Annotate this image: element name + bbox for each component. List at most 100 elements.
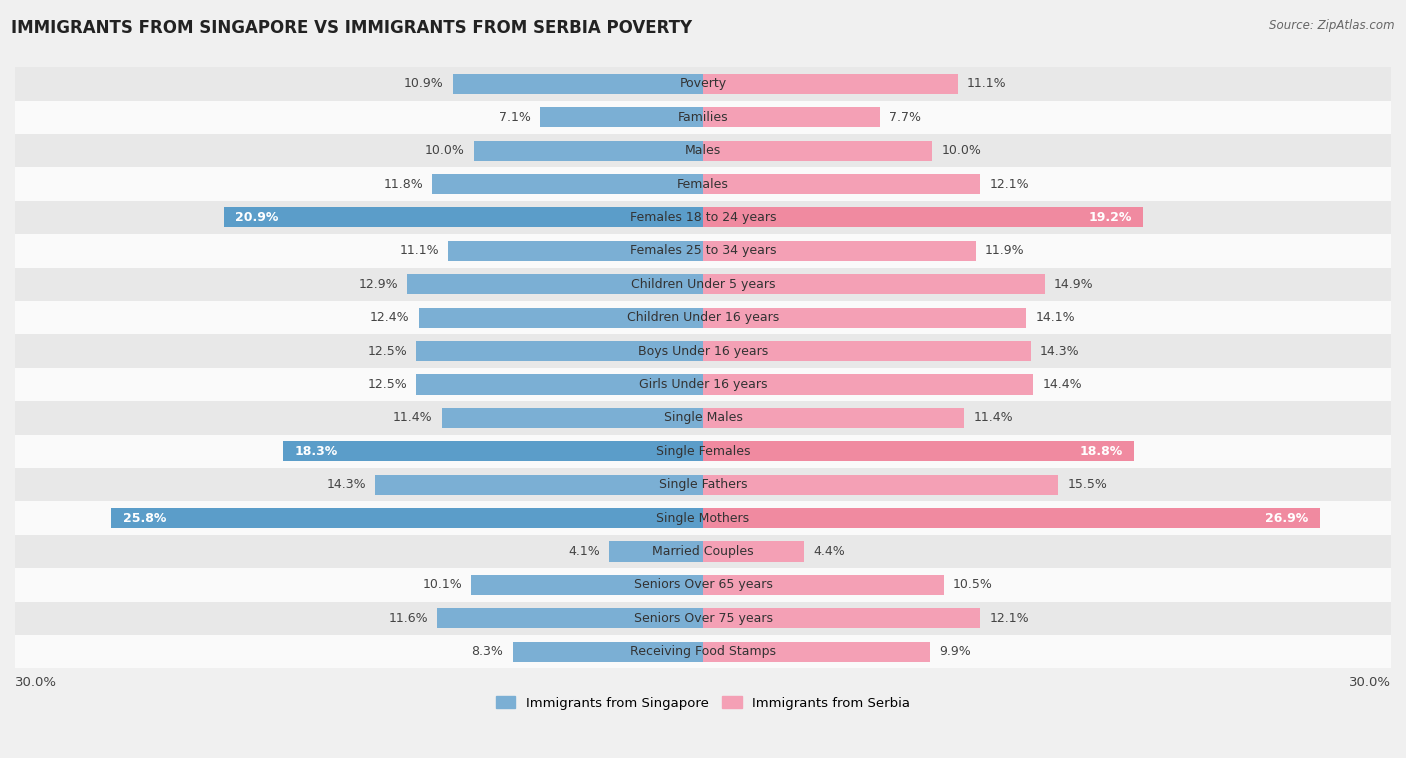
Text: Married Couples: Married Couples [652, 545, 754, 558]
Bar [703, 608, 980, 628]
Text: 11.1%: 11.1% [399, 244, 439, 258]
Text: Females 25 to 34 years: Females 25 to 34 years [630, 244, 776, 258]
Legend: Immigrants from Singapore, Immigrants from Serbia: Immigrants from Singapore, Immigrants fr… [491, 691, 915, 715]
Bar [15, 168, 1391, 201]
Bar [433, 174, 703, 194]
Bar [703, 441, 1135, 462]
Text: 12.9%: 12.9% [359, 277, 398, 291]
Text: Children Under 5 years: Children Under 5 years [631, 277, 775, 291]
Bar [15, 334, 1391, 368]
Text: 11.4%: 11.4% [973, 412, 1014, 424]
Text: 12.4%: 12.4% [370, 312, 409, 324]
Bar [15, 234, 1391, 268]
Text: 7.7%: 7.7% [889, 111, 921, 124]
Text: 8.3%: 8.3% [471, 645, 503, 658]
Bar [703, 408, 965, 428]
Bar [609, 541, 703, 562]
Text: 14.3%: 14.3% [326, 478, 366, 491]
Text: 19.2%: 19.2% [1088, 211, 1132, 224]
Bar [703, 308, 1026, 327]
Bar [15, 468, 1391, 501]
Text: Males: Males [685, 144, 721, 157]
Text: 18.8%: 18.8% [1080, 445, 1122, 458]
Text: 10.1%: 10.1% [422, 578, 463, 591]
Text: Females 18 to 24 years: Females 18 to 24 years [630, 211, 776, 224]
Bar [111, 508, 703, 528]
Text: Single Males: Single Males [664, 412, 742, 424]
Text: 12.1%: 12.1% [990, 177, 1029, 190]
Text: 26.9%: 26.9% [1265, 512, 1309, 525]
Bar [416, 374, 703, 394]
Text: 15.5%: 15.5% [1067, 478, 1108, 491]
Text: 14.9%: 14.9% [1054, 277, 1094, 291]
Bar [453, 74, 703, 94]
Text: Girls Under 16 years: Girls Under 16 years [638, 378, 768, 391]
Bar [15, 134, 1391, 168]
Text: Seniors Over 65 years: Seniors Over 65 years [634, 578, 772, 591]
Bar [15, 368, 1391, 401]
Text: 11.9%: 11.9% [986, 244, 1025, 258]
Text: 11.4%: 11.4% [392, 412, 433, 424]
Text: Children Under 16 years: Children Under 16 years [627, 312, 779, 324]
Bar [703, 341, 1031, 361]
Bar [703, 208, 1143, 227]
Text: IMMIGRANTS FROM SINGAPORE VS IMMIGRANTS FROM SERBIA POVERTY: IMMIGRANTS FROM SINGAPORE VS IMMIGRANTS … [11, 19, 692, 37]
Text: Receiving Food Stamps: Receiving Food Stamps [630, 645, 776, 658]
Text: Females: Females [678, 177, 728, 190]
Text: Seniors Over 75 years: Seniors Over 75 years [634, 612, 772, 625]
Text: 14.3%: 14.3% [1040, 345, 1080, 358]
Text: 30.0%: 30.0% [1348, 675, 1391, 689]
Bar [375, 475, 703, 495]
Text: 9.9%: 9.9% [939, 645, 972, 658]
Text: 12.1%: 12.1% [990, 612, 1029, 625]
Bar [15, 268, 1391, 301]
Text: 30.0%: 30.0% [15, 675, 58, 689]
Text: 12.5%: 12.5% [367, 345, 408, 358]
Bar [703, 508, 1320, 528]
Bar [15, 201, 1391, 234]
Text: 10.9%: 10.9% [404, 77, 444, 90]
Bar [703, 475, 1059, 495]
Text: Source: ZipAtlas.com: Source: ZipAtlas.com [1270, 19, 1395, 32]
Bar [703, 374, 1033, 394]
Bar [15, 101, 1391, 134]
Bar [15, 301, 1391, 334]
Bar [703, 274, 1045, 294]
Bar [15, 67, 1391, 101]
Bar [284, 441, 703, 462]
Text: Families: Families [678, 111, 728, 124]
Bar [513, 642, 703, 662]
Text: 12.5%: 12.5% [367, 378, 408, 391]
Bar [15, 401, 1391, 434]
Text: Single Mothers: Single Mothers [657, 512, 749, 525]
Text: Single Females: Single Females [655, 445, 751, 458]
Text: 4.1%: 4.1% [568, 545, 600, 558]
Text: 18.3%: 18.3% [295, 445, 337, 458]
Text: 10.0%: 10.0% [942, 144, 981, 157]
Text: 14.4%: 14.4% [1042, 378, 1083, 391]
Text: 10.0%: 10.0% [425, 144, 464, 157]
Text: Poverty: Poverty [679, 77, 727, 90]
Bar [224, 208, 703, 227]
Bar [703, 541, 804, 562]
Bar [441, 408, 703, 428]
Bar [15, 434, 1391, 468]
Bar [15, 568, 1391, 602]
Bar [15, 602, 1391, 635]
Text: 10.5%: 10.5% [953, 578, 993, 591]
Bar [540, 107, 703, 127]
Bar [703, 107, 880, 127]
Text: 7.1%: 7.1% [499, 111, 531, 124]
Text: 11.8%: 11.8% [384, 177, 423, 190]
Bar [15, 501, 1391, 535]
Bar [703, 174, 980, 194]
Bar [408, 274, 703, 294]
Bar [703, 74, 957, 94]
Bar [703, 241, 976, 261]
Text: Boys Under 16 years: Boys Under 16 years [638, 345, 768, 358]
Bar [474, 141, 703, 161]
Text: Single Fathers: Single Fathers [659, 478, 747, 491]
Bar [703, 642, 929, 662]
Bar [437, 608, 703, 628]
Text: 20.9%: 20.9% [235, 211, 278, 224]
